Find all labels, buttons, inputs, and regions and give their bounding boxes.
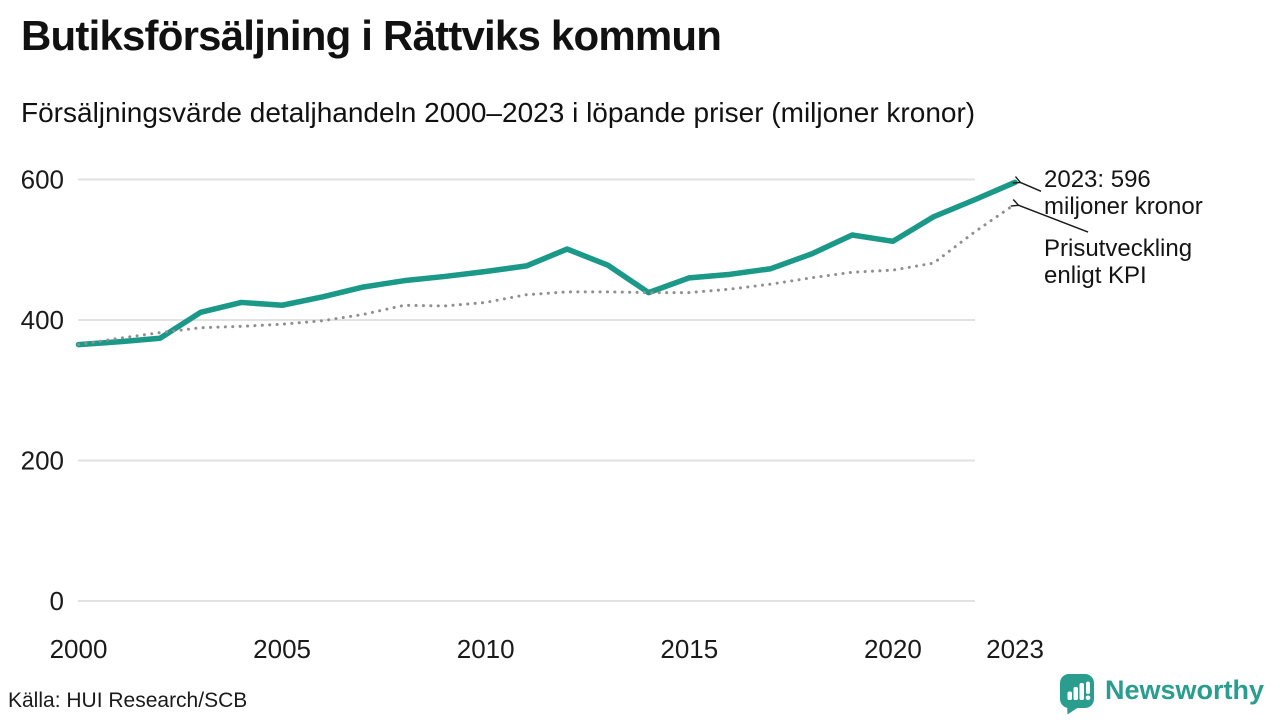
y-axis-labels: 0 200 400 600 <box>21 165 64 617</box>
gridlines <box>78 178 975 602</box>
annotation-kpi-line1: Prisutveckling <box>1044 235 1193 262</box>
x-tick-2015: 2015 <box>660 634 718 664</box>
arrow-to-solid-line-end <box>1020 182 1042 192</box>
chart-title: Butiksförsäljning i Rättviks kommun <box>21 12 722 59</box>
source-credit: Källa: HUI Research/SCB <box>8 689 248 712</box>
y-tick-200: 200 <box>21 446 64 476</box>
kpi-dotted-line <box>77 202 1017 347</box>
annotation-kpi-label: Prisutveckling enligt KPI <box>1044 235 1192 289</box>
bar-chart-speech-bubble-icon <box>1059 674 1094 715</box>
brand-name: Newsworthy <box>1104 675 1264 705</box>
arrow-to-dotted-line-end <box>1018 205 1089 233</box>
y-tick-400: 400 <box>21 305 64 335</box>
x-tick-2000: 2000 <box>50 634 108 664</box>
x-tick-2023: 2023 <box>986 634 1044 664</box>
annotation-2023-value: 2023: 596 miljoner kronor <box>1044 166 1203 220</box>
chart-subtitle: Försäljningsvärde detaljhandeln 2000–202… <box>21 97 976 128</box>
annotation-kpi-line2: enligt KPI <box>1044 262 1147 289</box>
x-tick-2005: 2005 <box>253 634 311 664</box>
sales-solid-line <box>75 179 1018 348</box>
x-tick-2020: 2020 <box>864 634 922 664</box>
annotation-2023-value-line2: miljoner kronor <box>1044 193 1203 220</box>
x-tick-2010: 2010 <box>457 634 515 664</box>
brand-logo: Newsworthy <box>1059 673 1264 715</box>
x-axis-labels: 2000 2005 2010 2015 2020 2023 <box>50 634 1044 664</box>
y-tick-0: 0 <box>50 586 64 616</box>
annotation-2023-value-line1: 2023: 596 <box>1044 166 1151 193</box>
y-tick-600: 600 <box>21 165 64 195</box>
